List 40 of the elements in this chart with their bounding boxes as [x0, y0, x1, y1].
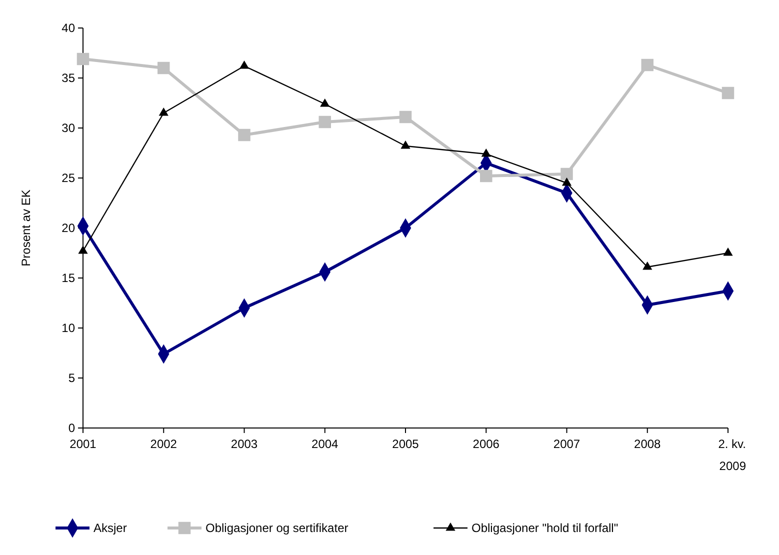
y-tick-label: 20: [62, 221, 76, 236]
point: [158, 107, 168, 116]
y-tick-label: 25: [62, 171, 76, 186]
point: [641, 58, 654, 72]
legend-label: Obligasjoner og sertifikater: [206, 521, 348, 536]
point: [239, 60, 250, 69]
point: [238, 128, 250, 142]
point: [481, 148, 491, 157]
legend-label: Aksjer: [94, 521, 127, 536]
legend-label: Obligasjoner "hold til forfall": [472, 521, 618, 536]
x-tick-label: 2005: [392, 437, 420, 451]
y-tick-label: 40: [62, 21, 76, 36]
y-tick-label: 30: [62, 121, 76, 136]
y-tick-label: 0: [68, 421, 76, 436]
y-tick-label: 5: [68, 371, 76, 386]
point: [76, 52, 90, 66]
point: [722, 86, 734, 100]
y-tick-label: 35: [62, 71, 76, 86]
y-axis-title: Prosent av EK: [19, 190, 33, 266]
x-tick-label: 2008: [634, 437, 662, 451]
point: [480, 170, 492, 182]
x-tick-label: 2007: [553, 437, 580, 451]
x-tick-label: 2001: [70, 437, 97, 451]
point: [78, 245, 88, 254]
y-tick-label: 10: [62, 321, 76, 336]
point: [400, 140, 410, 149]
point: [320, 98, 330, 107]
x-tick-label: 2. kv. 2009: [718, 437, 746, 473]
x-tick-label: 2006: [472, 437, 500, 451]
y-tick-label: 15: [62, 271, 76, 286]
point: [560, 168, 573, 180]
x-tick-label: 2002: [150, 437, 178, 451]
point: [158, 62, 170, 74]
point: [318, 116, 331, 128]
x-tick-label: 2004: [312, 437, 339, 451]
x-tick-label: 2003: [230, 437, 258, 451]
point: [399, 110, 412, 124]
point: [723, 247, 733, 256]
point: [562, 177, 572, 186]
point: [642, 261, 652, 270]
